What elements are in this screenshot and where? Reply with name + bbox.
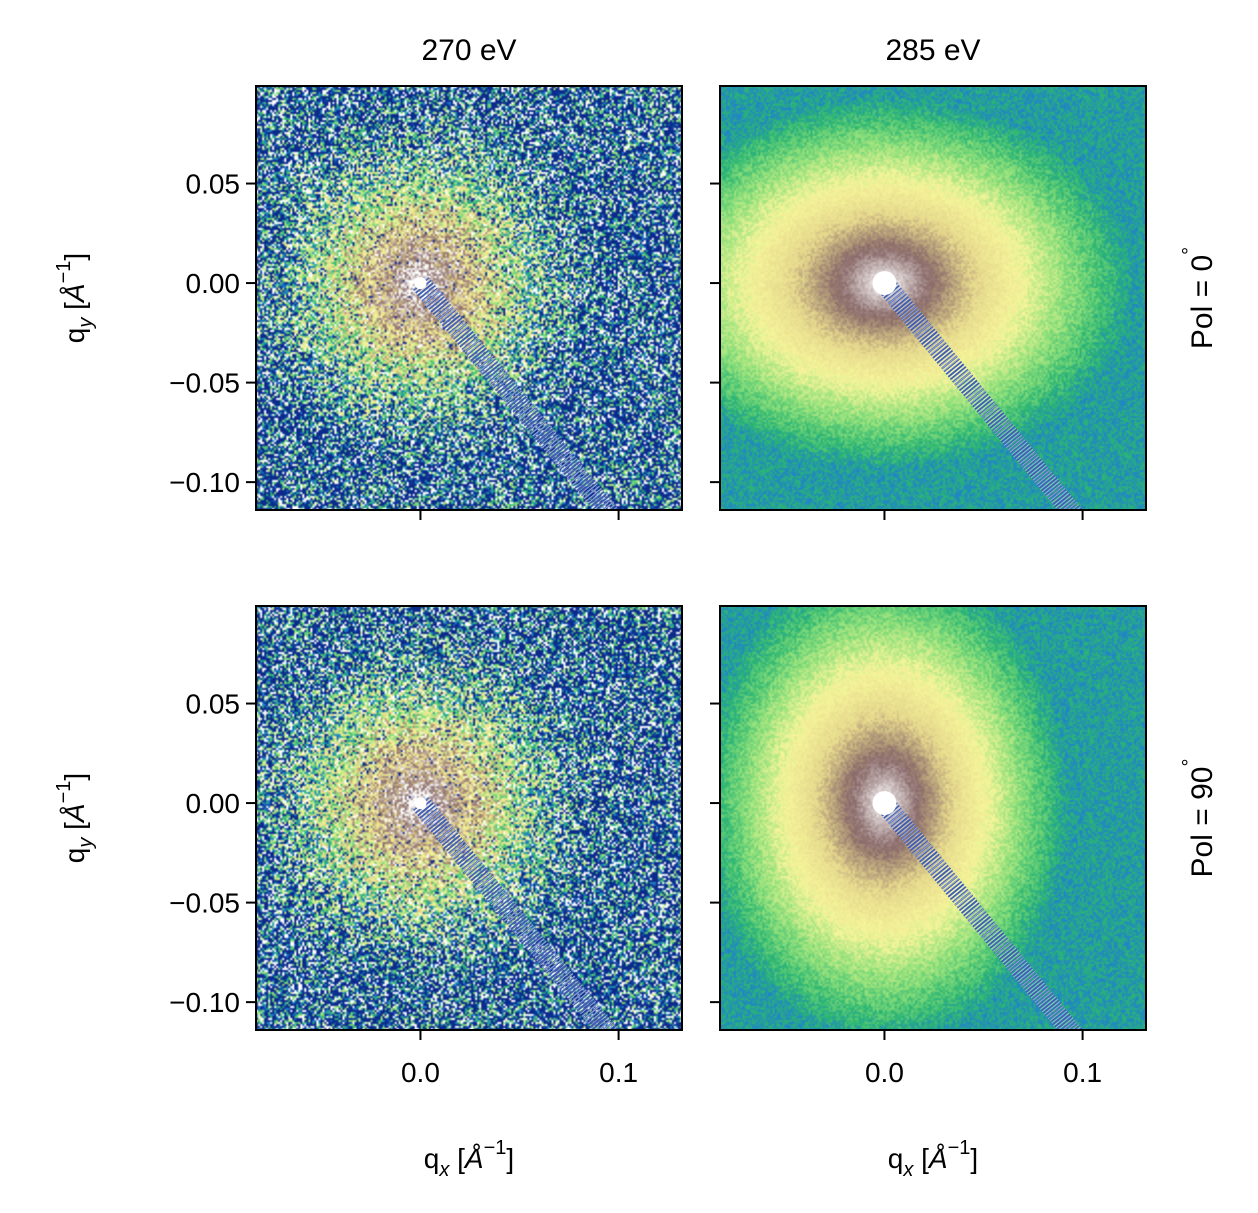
panel-270ev-pol-0: 0.05 0.00 −0.05 −0.10 (169, 85, 683, 520)
panel-270ev-pol-90: 0.05 0.00 −0.05 −0.10 0.0 0.1 (169, 605, 683, 1088)
scattering-image (720, 86, 1146, 510)
x-tick-label: 0.0 (401, 1057, 440, 1088)
x-tick-label: 0.1 (599, 1057, 638, 1088)
y-tick-label: −0.05 (169, 888, 240, 919)
scattering-image (256, 86, 682, 510)
row-title-pol-0-text: Pol = 0 (1186, 255, 1219, 349)
y-tick-label: 0.05 (186, 689, 241, 720)
row-title-pol-90: Pol = 90° (1179, 759, 1219, 878)
y-tick-label: 0.00 (186, 788, 241, 819)
panel-frame (719, 605, 1147, 1031)
y-axis-label-bottom: qy [Å−1] (53, 773, 97, 863)
beamstop-shadow (876, 276, 1084, 510)
row-title-pol-90-text: Pol = 90 (1186, 767, 1219, 878)
scattering-image (256, 606, 682, 1030)
y-tick-label: −0.10 (169, 467, 240, 498)
x-tick-label: 0.0 (865, 1057, 904, 1088)
row-title-pol-0-degree: ° (1179, 247, 1201, 255)
y-tick-label: −0.05 (169, 368, 240, 399)
scattering-image (720, 606, 1146, 1030)
row-title-pol-0: Pol = 0° (1179, 247, 1219, 349)
beam-center-mask (872, 271, 897, 296)
panels-group: 0.050.00−0.05−0.100.050.00−0.05−0.100.0 0… (169, 85, 1147, 1088)
beamstop-shadow (412, 796, 620, 1030)
column-title-270ev: 270 eV (421, 34, 516, 67)
beamstop-shadow (412, 276, 620, 510)
y-tick-label: 0.00 (186, 268, 241, 299)
beamstop-shadow-speckle (876, 276, 1084, 510)
beamstop-shadow-speckle (412, 276, 620, 510)
beam-center-mask (414, 277, 427, 290)
beam-center-mask (414, 797, 427, 810)
y-tick-label: 0.05 (186, 169, 241, 200)
y-axis-label-top: qy [Å−1] (53, 253, 97, 343)
row-title-pol-90-degree: ° (1179, 759, 1201, 767)
beamstop-shadow-speckle (412, 796, 620, 1030)
x-axis-label-left: qx [Å−1] (424, 1137, 514, 1181)
beamstop-shadow-speckle (876, 796, 1084, 1030)
y-tick-label: −0.10 (169, 987, 240, 1018)
beamstop-shadow (876, 796, 1084, 1030)
x-tick-label: 0.1 (1063, 1057, 1102, 1088)
column-title-285ev: 285 eV (885, 34, 980, 67)
panel-frame (255, 605, 683, 1031)
panel-285ev-pol-0 (710, 85, 1147, 520)
panel-285ev-pol-90: 0.0 0.1 (710, 605, 1147, 1088)
x-axis-label-right: qx [Å−1] (888, 1137, 978, 1181)
panel-frame (719, 85, 1147, 511)
panel-frame (255, 85, 683, 511)
beam-center-mask (872, 791, 897, 816)
